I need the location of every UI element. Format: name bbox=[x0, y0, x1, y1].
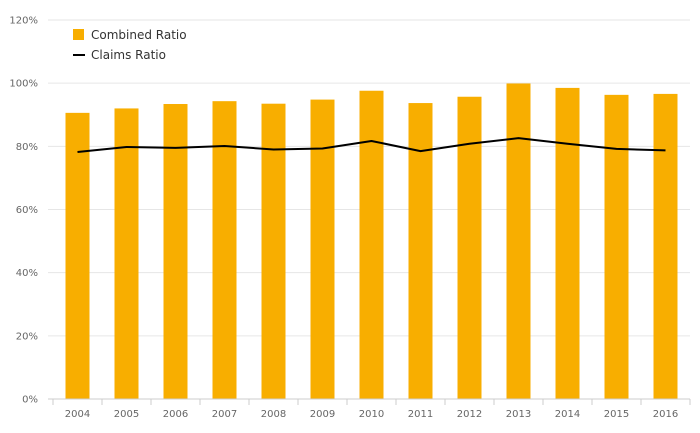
x-tick-label: 2014 bbox=[555, 409, 580, 420]
x-tick-label: 2016 bbox=[653, 409, 678, 420]
x-tick-label: 2015 bbox=[604, 409, 629, 420]
bar-2016 bbox=[653, 93, 678, 399]
x-tick-label: 2006 bbox=[163, 409, 188, 420]
x-tick-label: 2009 bbox=[310, 409, 335, 420]
claims-ratio-line bbox=[77, 137, 666, 153]
legend: Combined Ratio Claims Ratio bbox=[73, 28, 187, 62]
y-tick-label: 60% bbox=[16, 205, 38, 216]
x-axis: 2004 2005 2006 2007 2008 2009 2010 2011 2012 2013… bbox=[48, 398, 691, 420]
x-tick-label: 2013 bbox=[506, 409, 531, 420]
x-tick-label: 2005 bbox=[114, 409, 139, 420]
y-tick-label: 0% bbox=[22, 395, 38, 406]
legend-label-claims-ratio: Claims Ratio bbox=[91, 48, 166, 62]
bars-combined-ratio bbox=[65, 83, 678, 400]
x-tick-label: 2011 bbox=[408, 409, 433, 420]
bar-2015 bbox=[604, 94, 629, 399]
line-claims-ratio bbox=[77, 137, 666, 153]
x-tick-label: 2007 bbox=[212, 409, 237, 420]
bar-2010 bbox=[359, 90, 384, 399]
y-tick-label: 80% bbox=[16, 142, 38, 153]
legend-swatch-combined-ratio bbox=[73, 29, 84, 40]
bar-2009 bbox=[310, 99, 335, 399]
y-tick-label: 100% bbox=[9, 79, 38, 90]
bar-2012 bbox=[457, 96, 482, 399]
y-axis: 0% 20% 40% 60% 80% 100% 120% bbox=[9, 16, 38, 406]
y-tick-label: 120% bbox=[9, 16, 38, 27]
x-tick-label: 2008 bbox=[261, 409, 286, 420]
bar-2013 bbox=[506, 83, 531, 400]
bar-2004 bbox=[65, 112, 90, 399]
x-tick-label: 2010 bbox=[359, 409, 384, 420]
bar-2008 bbox=[261, 103, 286, 399]
bar-2011 bbox=[408, 103, 433, 400]
legend-label-combined-ratio: Combined Ratio bbox=[91, 28, 187, 42]
x-tick-label: 2004 bbox=[65, 409, 90, 420]
y-tick-label: 40% bbox=[16, 268, 38, 279]
bar-2007 bbox=[212, 101, 237, 400]
bar-2014 bbox=[555, 87, 580, 399]
bar-2006 bbox=[163, 104, 188, 400]
bar-2005 bbox=[114, 108, 139, 399]
y-tick-label: 20% bbox=[16, 331, 38, 342]
x-tick-label: 2012 bbox=[457, 409, 482, 420]
